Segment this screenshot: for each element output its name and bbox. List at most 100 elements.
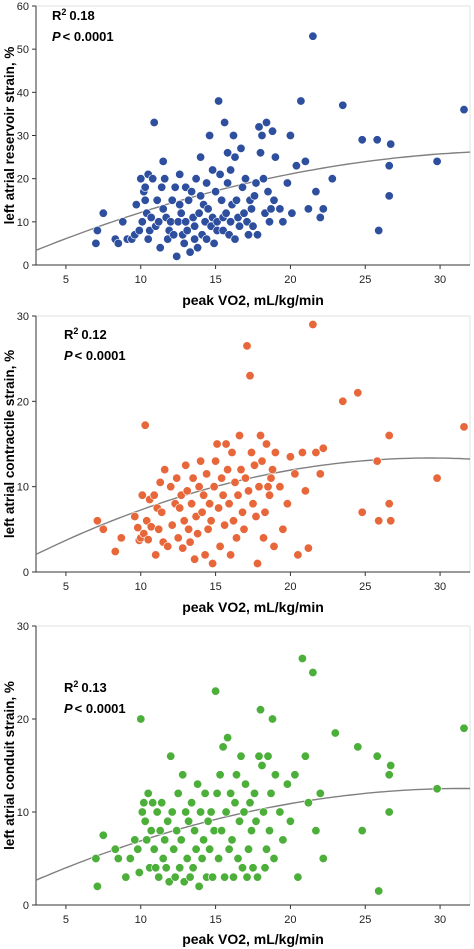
data-point	[197, 853, 207, 863]
data-point	[247, 826, 257, 836]
p-symbol: P	[64, 348, 73, 363]
data-point	[212, 439, 222, 449]
data-point	[130, 511, 140, 521]
data-point	[266, 788, 276, 798]
data-point	[196, 807, 206, 817]
data-point	[178, 543, 188, 553]
x-tick-label: 5	[63, 914, 69, 926]
r-squared-label: R2 0.12	[64, 326, 107, 342]
data-point	[308, 31, 318, 41]
data-point	[151, 863, 161, 873]
data-point	[199, 835, 209, 845]
data-point	[196, 152, 206, 162]
data-point	[253, 872, 263, 882]
data-point	[238, 863, 248, 873]
x-tick-label: 15	[209, 581, 221, 593]
data-point	[197, 507, 207, 517]
data-point	[315, 788, 325, 798]
data-point	[229, 131, 239, 141]
data-point	[255, 705, 265, 715]
data-point	[267, 465, 277, 475]
y-tick-label: 0	[23, 900, 29, 912]
data-point	[300, 751, 310, 761]
y-tick-label: 30	[17, 621, 29, 633]
data-point	[91, 853, 101, 863]
data-point	[170, 182, 180, 192]
data-point	[200, 788, 210, 798]
data-point	[98, 208, 108, 218]
data-point	[318, 204, 328, 214]
data-point	[166, 482, 176, 492]
data-point	[217, 195, 227, 205]
data-point	[432, 156, 442, 166]
data-point	[158, 853, 168, 863]
x-tick-label: 10	[135, 581, 147, 593]
data-point	[154, 524, 164, 534]
data-point	[181, 460, 191, 470]
data-point	[245, 371, 255, 381]
data-point	[226, 217, 236, 227]
data-point	[175, 503, 185, 513]
data-point	[223, 148, 233, 158]
data-point	[220, 118, 230, 128]
data-point	[149, 844, 159, 854]
data-point	[229, 872, 239, 882]
data-point	[386, 760, 396, 770]
data-point	[137, 490, 147, 500]
data-point	[191, 174, 201, 184]
data-point	[184, 816, 194, 826]
data-point	[208, 872, 218, 882]
data-point	[241, 174, 251, 184]
data-point	[217, 826, 227, 836]
data-point	[432, 473, 442, 483]
data-point	[190, 221, 200, 231]
data-point	[179, 516, 189, 526]
data-point	[182, 486, 192, 496]
data-point	[113, 238, 123, 248]
y-tick-label: 0	[23, 260, 29, 272]
data-point	[254, 122, 264, 132]
data-point	[459, 105, 469, 115]
data-point	[384, 770, 394, 780]
data-point	[300, 486, 310, 496]
data-point	[229, 516, 239, 526]
r-squared-value: 0.12	[81, 327, 106, 342]
data-point	[308, 667, 318, 677]
data-point	[167, 807, 177, 817]
x-tick-label: 10	[135, 914, 147, 926]
data-point	[155, 243, 165, 253]
chart-panel-2: 0 10 20 30 5 10 15 20 25 30 R2 0.12 P < 0.0001 peak VO…	[2, 311, 471, 615]
data-point	[169, 230, 179, 240]
data-point	[264, 490, 274, 500]
data-point	[209, 482, 219, 492]
data-point	[267, 126, 277, 136]
data-point	[315, 469, 325, 479]
data-point	[172, 251, 182, 261]
data-point	[238, 182, 248, 192]
data-point	[303, 543, 313, 553]
data-point	[386, 516, 396, 526]
p-symbol: P	[64, 701, 73, 716]
data-point	[300, 156, 310, 166]
data-point	[161, 863, 171, 873]
r-squared-value: 0.13	[81, 680, 106, 695]
x-axis-label: peak VO2, mL/kg/min	[182, 292, 324, 308]
data-point	[315, 213, 325, 223]
data-point	[224, 499, 234, 509]
data-point	[287, 208, 297, 218]
data-point	[245, 798, 255, 808]
data-point	[208, 165, 218, 175]
data-point	[261, 118, 271, 128]
data-point	[152, 807, 162, 817]
data-point	[269, 853, 279, 863]
fit-curve	[35, 787, 471, 881]
data-point	[170, 872, 180, 882]
data-point	[214, 503, 224, 513]
data-point	[239, 807, 249, 817]
data-point	[203, 524, 213, 534]
data-point	[113, 853, 123, 863]
data-point	[318, 443, 328, 453]
data-point	[303, 798, 313, 808]
data-point	[191, 844, 201, 854]
